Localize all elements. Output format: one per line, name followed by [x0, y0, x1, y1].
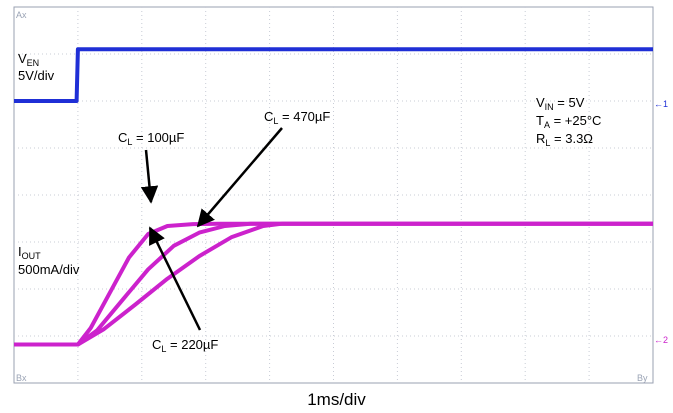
corner-label-bottom-right: By [637, 373, 648, 383]
traces [14, 47, 653, 347]
annotation-cl-220uf: CL = 220µF [152, 337, 218, 354]
arrow-cl-100uf [140, 149, 159, 204]
iout-channel-label: IOUT [18, 244, 41, 261]
iout-scale-label: 500mA/div [18, 262, 80, 277]
annotation-cl-470uf: CL = 470µF [264, 109, 330, 126]
ven-scale-label: 5V/div [18, 68, 55, 83]
ven-trace [14, 47, 653, 103]
condition-rl: RL = 3.3Ω [536, 131, 593, 148]
ch1-marker: ←1 [654, 99, 668, 109]
annotation-cl-100uf: CL = 100µF [118, 130, 184, 147]
condition-ta: TA = +25°C [536, 113, 601, 130]
iout-trace-cl-470-f [14, 221, 653, 347]
corner-label-bottom-left: Bx [16, 373, 27, 383]
ven-channel-label: VEN [18, 51, 39, 68]
condition-vin: VIN = 5V [536, 95, 585, 112]
grid [14, 7, 653, 383]
arrow-cl-470uf [196, 127, 283, 228]
x-axis-label: 1ms/div [307, 390, 366, 409]
arrow-cl-220uf [148, 226, 202, 331]
corner-label-top-left: Ax [16, 10, 27, 20]
ch2-marker: ←2 [654, 335, 668, 345]
